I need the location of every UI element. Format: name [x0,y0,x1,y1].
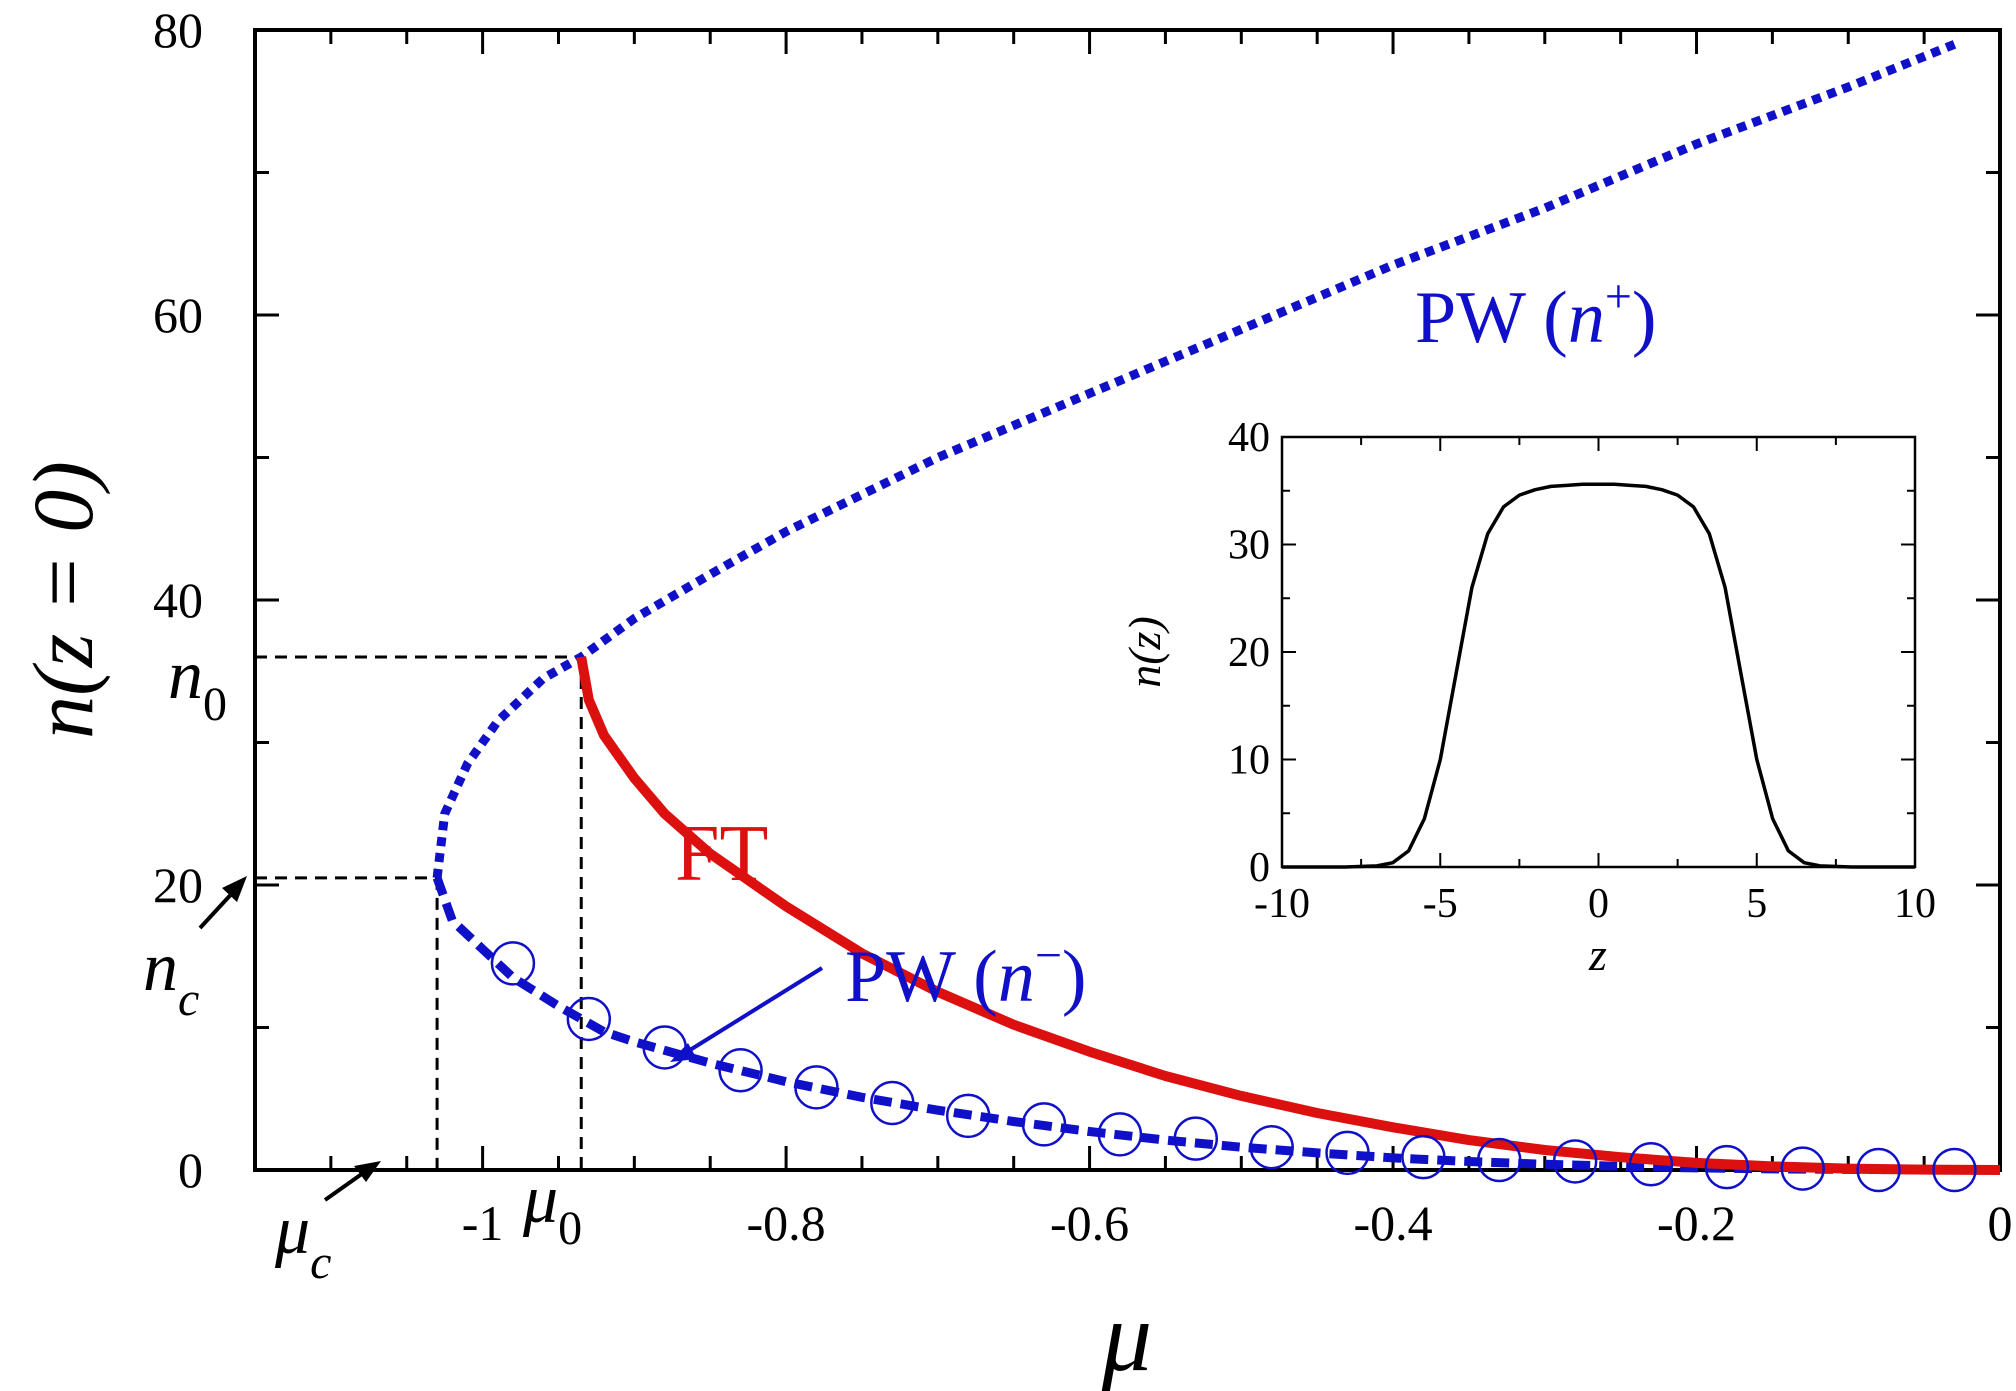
mu-c-arrowhead [354,1161,381,1182]
inset-x-tick-label: 5 [1746,881,1767,927]
main-x-tick-label: 0 [1988,1195,2013,1251]
pw-minus-circle-marker [718,1048,763,1093]
inset-density-profile-line [1282,482,1915,869]
inset-ticks [1281,436,1916,868]
pw-minus-circle-marker [1173,1116,1219,1161]
main-series [432,40,2001,1193]
n-c-arrow [198,887,238,930]
mu-c-arrow [323,1169,368,1202]
n-c-arrowhead [222,876,247,902]
n-0-label: n0 [168,637,227,731]
inset-y-tick-label: 20 [1228,630,1270,676]
inset-x-axis-label: z [1588,929,1607,980]
inset-y-axis-label-text: n(z) [1119,616,1170,688]
pw-minus-var: n [998,936,1035,1018]
pw-minus-circle-marker [1401,1134,1446,1180]
main-y-tick-label: 80 [153,2,203,58]
pw-plus-var: n [1568,277,1605,359]
main-x-tick-label: -1 [462,1195,504,1251]
pw-minus-arrowhead [670,1043,697,1062]
pw-plus-suffix: ) [1632,277,1657,359]
inset-plot: -10 -5 0 5 10 0 10 20 30 40 z n(z) [1119,415,1936,980]
main-y-tick-label: 20 [153,857,203,913]
n-c-symbol: n [143,929,178,1006]
inset-x-tick-label: -5 [1423,881,1458,927]
pw-minus-circle-marker [870,1080,915,1126]
inset-y-tick-label: 10 [1228,738,1270,784]
pw-minus-circle-marker [794,1065,839,1110]
ft-annotation: FT [675,810,768,898]
mu-0-symbol: μ [522,1161,558,1238]
main-x-tick-label: -0.2 [1657,1195,1736,1251]
pw-minus-prefix: PW ( [845,936,998,1018]
pw-minus-annotation: PW (n−) [845,929,1087,1018]
inset-y-tick-label: 40 [1228,415,1270,461]
inset-plot-frame [1280,435,1917,869]
inset-series [1282,482,1915,869]
main-tick-labels: -1 -0.8 -0.6 -0.4 -0.2 0 0 20 40 60 80 [153,2,2013,1251]
series-pw-plus-line [432,40,1957,879]
pw-minus-arrow [688,966,824,1052]
pw-minus-circle-marker [945,1093,991,1139]
inset-y-tick-label: 30 [1228,523,1270,569]
n-0-symbol: n [168,637,203,714]
pw-plus-sup: + [1605,270,1632,323]
inset-x-tick-label: 10 [1894,881,1936,927]
pw-minus-circle-marker [1021,1102,1067,1147]
inset-x-tick-label: -10 [1254,881,1310,927]
main-y-axis-label: n(z = 0) [15,461,111,739]
pw-minus-circle-marker [490,941,536,986]
pw-minus-circle-marker [1477,1137,1522,1183]
pw-minus-circle-marker [1856,1147,1901,1193]
main-y-tick-label: 40 [153,572,203,628]
pw-minus-circle-marker [1325,1130,1370,1176]
series-ft-line [576,656,2001,1175]
inset-x-tick-label: 0 [1588,881,1609,927]
main-x-tick-label: -0.4 [1353,1195,1432,1251]
pw-minus-circle-marker [1704,1144,1750,1190]
mu-c-label: μc [274,1192,331,1289]
mu-c-symbol: μ [274,1192,310,1269]
main-y-axis-label-text: n(z = 0) [15,461,111,739]
mu-0-label: μ0 [522,1161,582,1255]
pw-minus-circle-marker [1932,1147,1977,1193]
n-c-label: nc [143,929,199,1026]
mu-c-subscript: c [310,1236,331,1289]
inset-tick-labels: -10 -5 0 5 10 0 10 20 30 40 [1228,415,1936,927]
main-y-tick-label: 60 [153,287,203,343]
n-c-subscript: c [178,973,199,1026]
main-guides [255,655,583,1170]
pw-minus-circle-marker [566,996,612,1042]
pw-minus-circle-marker [1780,1146,1825,1191]
main-y-tick-label: 0 [178,1142,203,1198]
mu-0-subscript: 0 [558,1202,582,1255]
pw-plus-prefix: PW ( [1415,277,1568,359]
pw-minus-circle-marker [1097,1112,1143,1157]
main-x-tick-label: -0.8 [747,1195,826,1251]
pw-minus-circle-marker [1628,1142,1674,1187]
pw-minus-circle-marker [1249,1124,1294,1170]
inset-y-tick-label: 0 [1249,845,1270,891]
inset-y-axis-label: n(z) [1119,616,1170,688]
pw-minus-suffix: ) [1062,936,1087,1018]
n-0-subscript: 0 [203,678,227,731]
pw-plus-annotation: PW (n+) [1415,270,1657,359]
main-x-tick-label: -0.6 [1050,1195,1129,1251]
main-x-axis-label: μ [1101,1281,1152,1391]
pw-minus-circle-marker [1552,1139,1598,1184]
pw-minus-sup: − [1035,929,1062,982]
